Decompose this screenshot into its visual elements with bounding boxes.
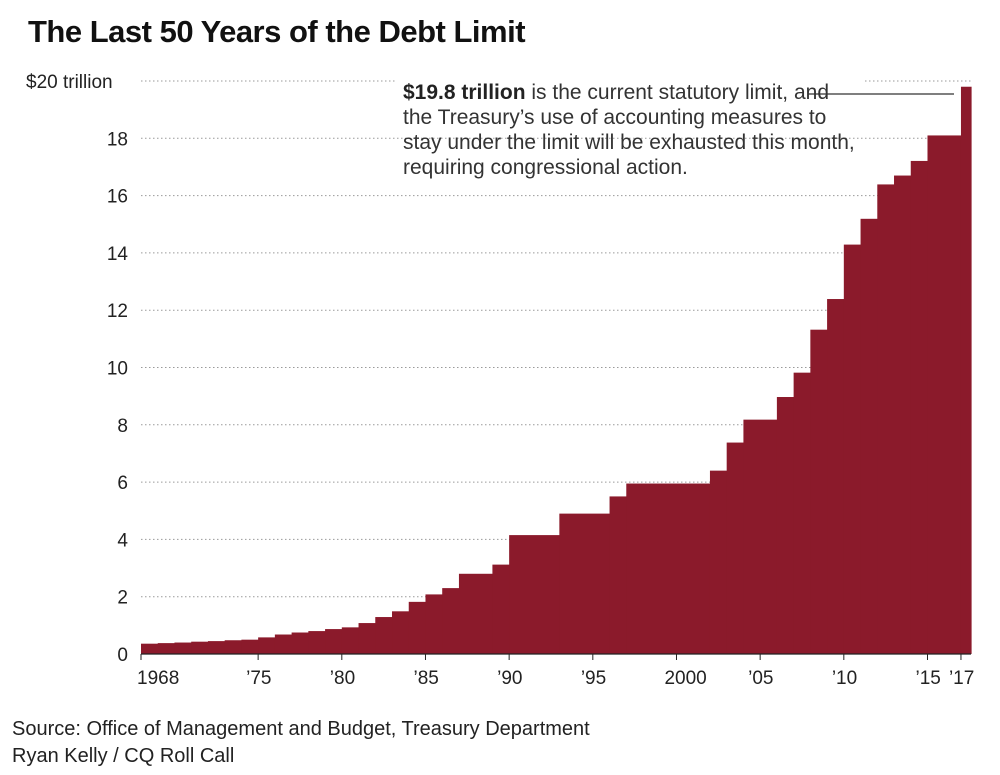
debt-limit-step — [224, 640, 243, 654]
debt-limit-step — [726, 442, 745, 654]
x-tick-label: ’85 — [413, 668, 438, 689]
debt-limit-step — [442, 588, 460, 654]
y-tick-label: 12 — [107, 301, 128, 322]
y-tick-label: $20 trillion — [26, 72, 113, 93]
y-tick-label: 6 — [117, 473, 128, 494]
debt-limit-step — [559, 513, 611, 654]
x-tick-label: ’80 — [330, 668, 355, 689]
debt-limit-step — [375, 617, 393, 654]
debt-limit-step — [408, 601, 427, 654]
x-axis-ticks: 1968 ’75 ’80 ’85 ’90 ’95 2000 ’05 ’10 ’15 ’17 — [137, 654, 974, 689]
y-tick-label: 18 — [107, 129, 128, 150]
x-tick-label: ’10 — [832, 668, 857, 689]
debt-limit-step — [877, 184, 895, 654]
debt-limit-step — [793, 372, 811, 654]
debt-limit-step — [241, 639, 259, 654]
x-tick-label: ’15 — [915, 668, 940, 689]
debt-limit-step — [174, 642, 192, 654]
source-line: Source: Office of Management and Budget,… — [12, 718, 590, 740]
debt-limit-step — [141, 643, 159, 654]
x-tick-label: ’05 — [748, 668, 773, 689]
debt-limit-step — [827, 299, 845, 654]
debt-limit-step — [960, 86, 972, 655]
debt-limit-step — [910, 160, 929, 654]
debt-limit-step — [274, 634, 293, 654]
chart-title: The Last 50 Years of the Debt Limit — [28, 14, 526, 49]
debt-limit-step — [609, 496, 627, 654]
x-tick-label: ’17 — [949, 668, 974, 689]
debt-limit-step — [492, 564, 510, 654]
x-tick-label: ’95 — [581, 668, 606, 689]
debt-limit-step — [258, 637, 276, 654]
debt-limit-step — [392, 611, 410, 654]
debt-limit-step — [191, 641, 209, 654]
debt-limit-chart: 0 2 4 6 8 10 12 14 16 18 $20 trillion 1968 ’75 ’80 ’8… — [26, 72, 974, 689]
x-tick-label: ’75 — [246, 668, 271, 689]
debt-limit-step — [509, 535, 560, 654]
y-tick-label: 2 — [117, 588, 128, 609]
x-tick-label: 2000 — [664, 668, 706, 689]
debt-limit-step — [843, 244, 862, 655]
debt-limit-step — [291, 632, 309, 654]
debt-limit-step — [743, 419, 778, 654]
debt-limit-step — [776, 397, 795, 654]
x-tick-label: 1968 — [137, 668, 179, 689]
x-tick-label: ’90 — [497, 668, 522, 689]
debt-limit-step — [308, 631, 326, 654]
debt-limit-step — [860, 218, 878, 654]
debt-limit-steps — [141, 86, 972, 655]
y-tick-label: 4 — [117, 530, 128, 551]
y-tick-label: 16 — [107, 187, 128, 208]
y-tick-label: 8 — [117, 416, 128, 437]
debt-limit-step — [709, 470, 728, 654]
annotation-body: is the current statutory limit, and the … — [403, 81, 855, 179]
debt-limit-step — [325, 629, 343, 654]
annotation-bold-value: $19.8 trillion — [403, 81, 526, 104]
source-block: Source: Office of Management and Budget,… — [12, 716, 590, 770]
debt-limit-step — [810, 329, 828, 654]
y-tick-label: 14 — [107, 244, 129, 265]
debt-limit-step — [425, 594, 443, 654]
debt-limit-step — [927, 135, 962, 654]
y-tick-label: 0 — [117, 645, 128, 666]
debt-limit-step — [207, 641, 226, 654]
grid-lines — [141, 80, 971, 598]
debt-limit-step — [341, 627, 360, 654]
y-axis-ticks: 0 2 4 6 8 10 12 14 16 18 $20 trillion — [26, 72, 128, 666]
y-tick-label: 10 — [107, 359, 128, 380]
debt-limit-step — [157, 643, 176, 654]
annotation-text: $19.8 trillion is the current statutory … — [403, 80, 863, 180]
credit-line: Ryan Kelly / CQ Roll Call — [12, 745, 235, 767]
debt-limit-step — [894, 175, 912, 655]
debt-limit-step — [458, 573, 494, 654]
debt-limit-step — [358, 623, 376, 654]
debt-limit-step — [626, 483, 711, 654]
